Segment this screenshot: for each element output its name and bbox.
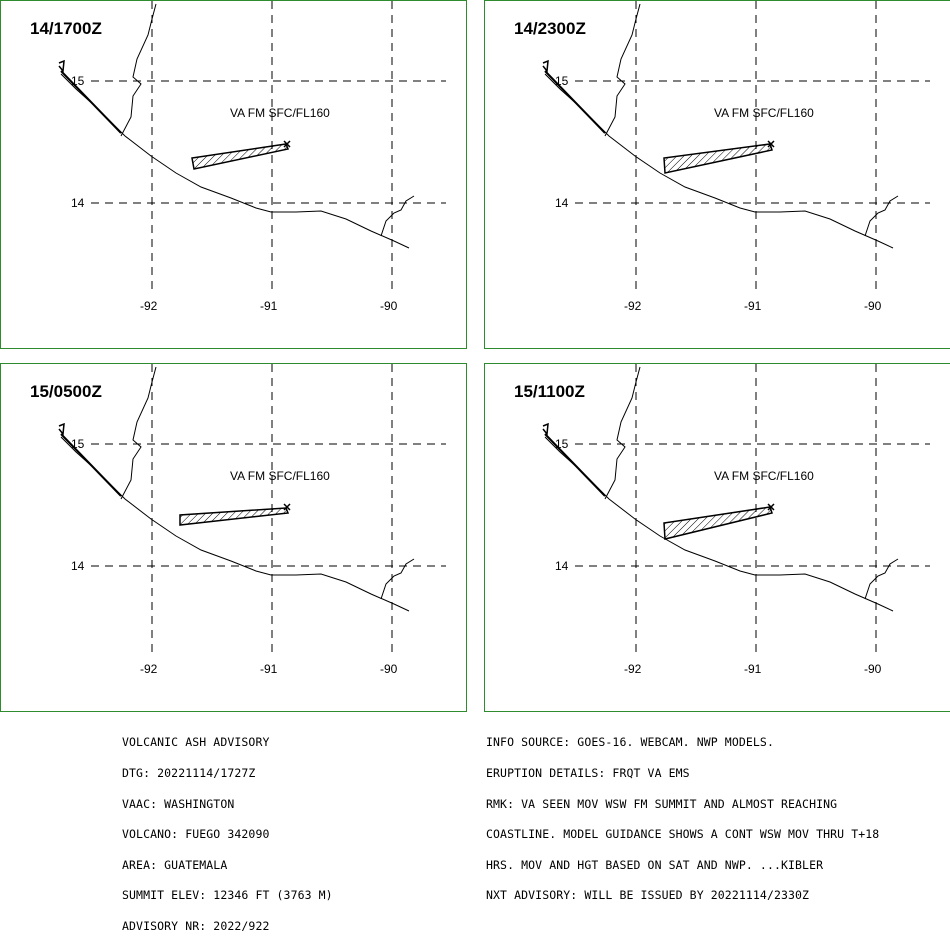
longitude-tick-label: -90 <box>864 299 882 313</box>
advisory-line: VAAC: WASHINGTON <box>122 796 235 811</box>
coastline <box>60 436 410 612</box>
coastline-east <box>864 558 899 600</box>
ash-layer-label: VA FM SFC/FL160 <box>230 469 330 483</box>
advisory-line: INFO SOURCE: GOES-16. WEBCAM. NWP MODELS… <box>486 735 774 750</box>
longitude-tick-label: -90 <box>380 299 398 313</box>
ash-layer-label: VA FM SFC/FL160 <box>714 469 814 483</box>
map-panel-4: 15 14 -92 -91 -90 VA FM SFC/FL160 15/1100Z <box>484 363 950 712</box>
advisory-line: VOLCANO: FUEGO 342090 <box>122 827 270 842</box>
coastline-thick <box>544 70 606 134</box>
coastline-fragment <box>542 422 549 436</box>
panel-title: 14/1700Z <box>30 19 102 38</box>
coastline-fragment <box>58 59 65 73</box>
coastline-east <box>380 195 415 237</box>
ash-layer-label: VA FM SFC/FL160 <box>230 106 330 120</box>
advisory-line: ADVISORY NR: 2022/922 <box>122 918 270 933</box>
border-line <box>604 366 641 500</box>
advisory-line: NXT ADVISORY: WILL BE ISSUED BY 20221114… <box>486 888 810 903</box>
coastline-east <box>380 558 415 600</box>
ash-cloud-polygon <box>663 143 773 174</box>
map-panel-1: 15 14 -92 -91 -90 VA FM SFC/FL160 14/1700Z <box>0 0 467 349</box>
coastline-east <box>864 195 899 237</box>
coastline-thick <box>60 433 122 497</box>
advisory-line: DTG: 20221114/1727Z <box>122 766 256 780</box>
x-marker-icon <box>767 140 775 148</box>
x-marker-icon <box>283 140 291 148</box>
ash-cloud-polygon <box>179 507 290 526</box>
latitude-tick-label: 14 <box>555 559 569 573</box>
border-line <box>604 3 641 137</box>
latitude-tick-label: 14 <box>71 196 85 210</box>
panel-title: 15/0500Z <box>30 382 102 401</box>
ash-layer-label: VA FM SFC/FL160 <box>714 106 814 120</box>
advisory-line: HRS. MOV AND HGT BASED ON SAT AND NWP. .… <box>486 857 824 872</box>
advisory-line: SUMMIT ELEV: 12346 FT (3763 M) <box>122 888 333 903</box>
longitude-tick-label: -92 <box>624 299 642 313</box>
longitude-tick-label: -90 <box>380 662 398 676</box>
longitude-tick-label: -91 <box>744 662 762 676</box>
border-line <box>120 3 157 137</box>
coastline-thick <box>60 70 122 134</box>
map-panel-2: 15 14 -92 -91 -90 VA FM SFC/FL160 14/2300Z <box>484 0 950 349</box>
panel-title: 15/1100Z <box>514 382 585 401</box>
x-marker-icon <box>283 503 291 511</box>
ash-cloud-polygon <box>663 506 773 540</box>
coastline-thick <box>544 433 606 497</box>
advisory-line: AREA: GUATEMALA <box>122 857 228 872</box>
coastline-fragment <box>542 59 549 73</box>
latitude-tick-label: 14 <box>71 559 85 573</box>
x-marker-icon <box>767 503 775 511</box>
map-panel-3: 15 14 -92 -91 -90 VA FM SFC/FL160 15/0500Z <box>0 363 467 712</box>
longitude-tick-label: -92 <box>140 662 158 676</box>
border-line <box>120 366 157 500</box>
advisory-line: VOLCANIC ASH ADVISORY <box>122 735 270 750</box>
longitude-tick-label: -91 <box>260 299 278 313</box>
advisory-line: RMK: VA SEEN MOV WSW FM SUMMIT AND ALMOS… <box>486 796 838 811</box>
ash-cloud-polygon <box>191 143 290 170</box>
latitude-tick-label: 14 <box>555 196 569 210</box>
advisory-left-text: VOLCANIC ASH ADVISORY DTG: 20221114/1727… <box>122 717 333 941</box>
longitude-tick-label: -91 <box>744 299 762 313</box>
advisory-line: COASTLINE. MODEL GUIDANCE SHOWS A CONT W… <box>486 827 880 842</box>
longitude-tick-label: -90 <box>864 662 882 676</box>
advisory-line: ERUPTION DETAILS: FRQT VA EMS <box>486 766 690 780</box>
coastline-fragment <box>58 422 65 436</box>
longitude-tick-label: -91 <box>260 662 278 676</box>
longitude-tick-label: -92 <box>624 662 642 676</box>
advisory-right-text: INFO SOURCE: GOES-16. WEBCAM. NWP MODELS… <box>486 717 879 911</box>
longitude-tick-label: -92 <box>140 299 158 313</box>
panel-title: 14/2300Z <box>514 19 586 38</box>
